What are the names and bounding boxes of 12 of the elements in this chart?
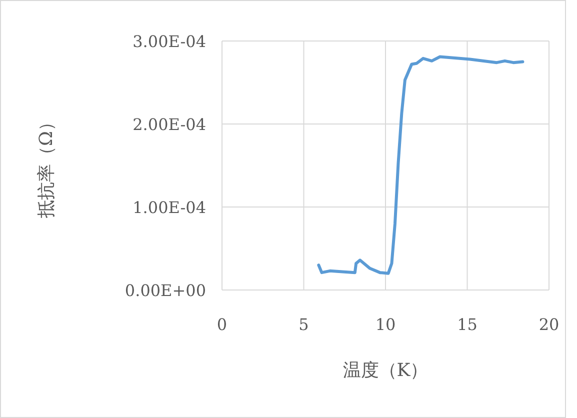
y-tick-label: 0.00E+00 (124, 281, 206, 300)
line-series (317, 55, 524, 275)
x-tick-label: 20 (538, 315, 560, 334)
y-axis-title: 抵抗率（Ω） (36, 113, 57, 219)
x-tick-label: 0 (216, 315, 228, 334)
x-tick-label: 10 (375, 315, 396, 334)
y-tick-label: 2.00E-04 (132, 115, 206, 134)
x-tick-label: 5 (298, 315, 309, 334)
x-axis-title: 温度（K） (342, 360, 428, 381)
y-tick-label: 1.00E-04 (132, 198, 206, 217)
y-tick-label: 3.00E-04 (132, 32, 206, 51)
x-tick-label: 15 (457, 315, 478, 334)
